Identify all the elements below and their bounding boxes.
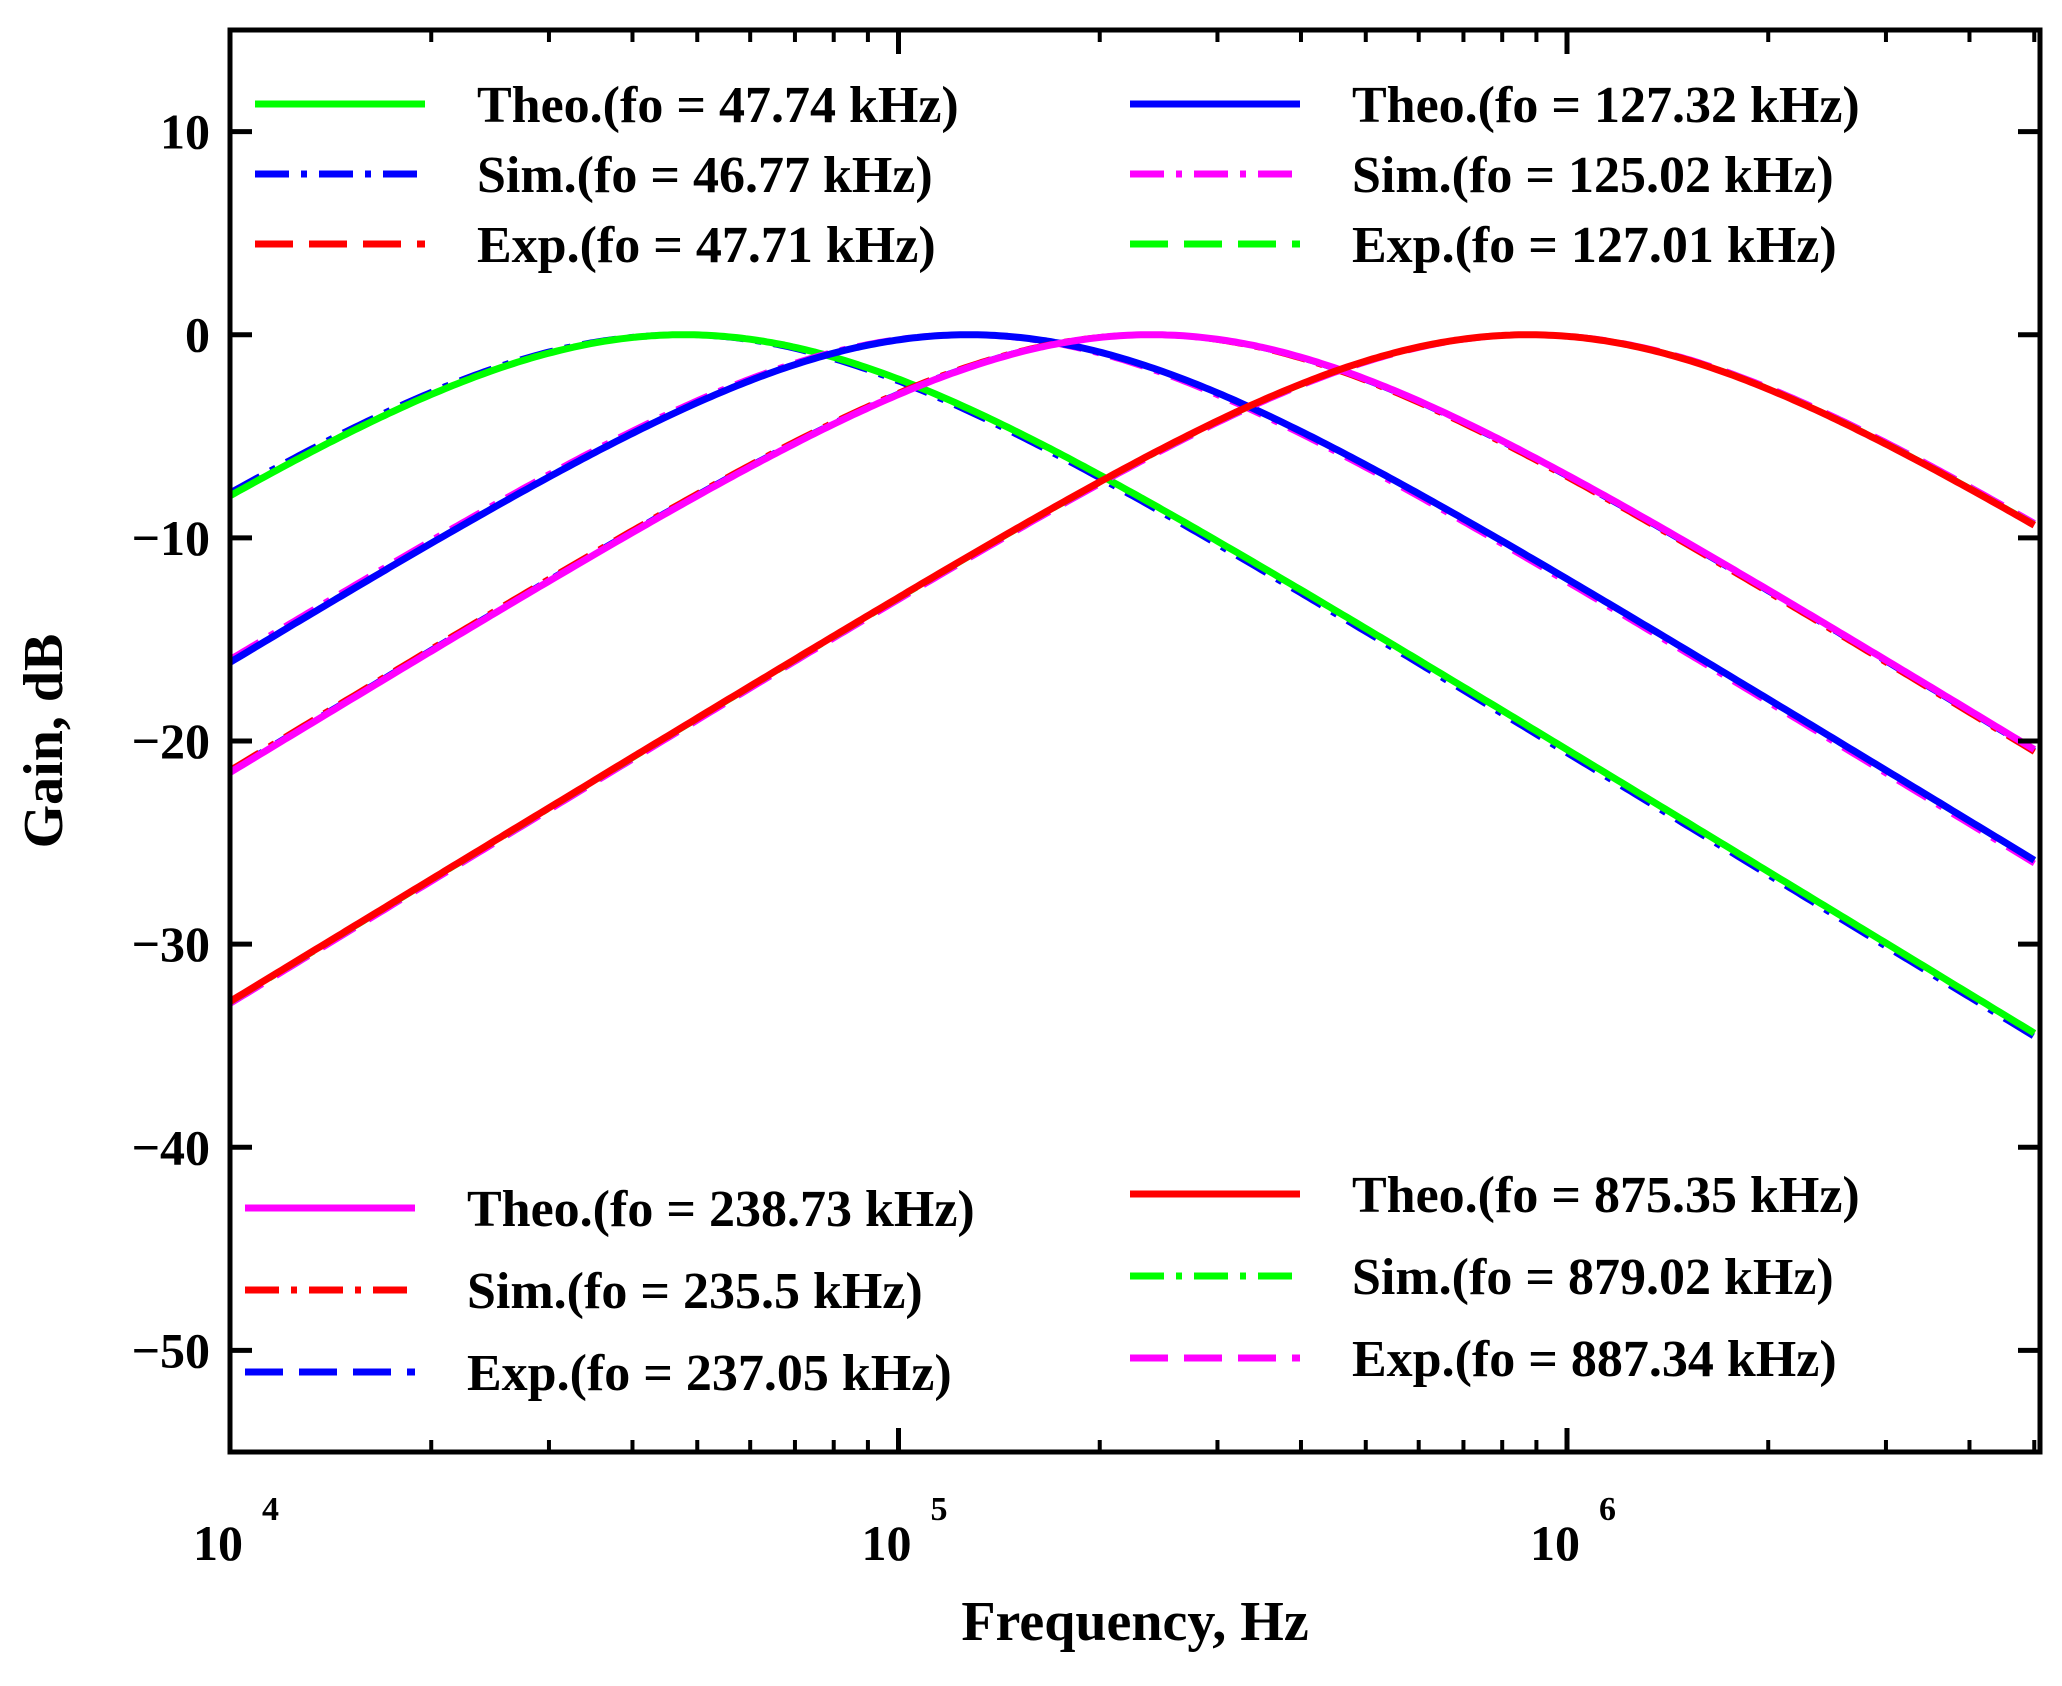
- series-line-5: [230, 331, 2036, 864]
- series-line-3: [230, 331, 2037, 864]
- legend-label-3-0: Theo.(fo = 875.35 kHz): [1352, 1167, 1860, 1224]
- y-tick-label-1: 0: [185, 307, 210, 363]
- series-line-6: [230, 331, 2037, 776]
- series-line-11: [230, 331, 2036, 1007]
- legend-label-0-1: Sim.(fo = 46.77 kHz): [477, 147, 933, 204]
- x-tick-exponent-1: 5: [931, 1491, 948, 1528]
- y-tick-label-0: 10: [160, 104, 210, 160]
- tick-layer: 10 0 −10 −20 −30 −40 −50 10 4 10 5 10 6: [132, 30, 2040, 1571]
- legend-layer: Theo.(fo = 47.74 kHz) Sim.(fo = 46.77 kHz…: [245, 77, 1860, 1402]
- legend-label-1-1: Sim.(fo = 125.02 kHz): [1352, 147, 1834, 204]
- legend-label-1-0: Theo.(fo = 127.32 kHz): [1352, 77, 1860, 134]
- series-line-7: [230, 331, 2036, 773]
- series-line-1: [230, 331, 2036, 1040]
- y-axis-title: Gain, dB: [13, 634, 75, 849]
- series-line-10: [230, 331, 2036, 1005]
- curve-layer: [230, 331, 2037, 1040]
- legend-label-3-2: Exp.(fo = 887.34 kHz): [1352, 1331, 1837, 1388]
- x-tick-exponent-0: 4: [262, 1491, 279, 1528]
- series-line-9: [230, 331, 2037, 1005]
- y-tick-label-5: −40: [132, 1119, 211, 1175]
- legend-label-2-2: Exp.(fo = 237.05 kHz): [467, 1345, 952, 1402]
- legend-label-3-1: Sim.(fo = 879.02 kHz): [1352, 1249, 1834, 1306]
- series-line-8: [230, 331, 2036, 774]
- x-axis-title: Frequency, Hz: [961, 1591, 1308, 1653]
- legend-label-0-2: Exp.(fo = 47.71 kHz): [477, 217, 936, 274]
- x-tick-exponent-2: 6: [1599, 1491, 1616, 1528]
- y-tick-label-6: −50: [132, 1322, 211, 1378]
- y-tick-label-3: −20: [132, 713, 211, 769]
- legend-label-1-2: Exp.(fo = 127.01 kHz): [1352, 217, 1837, 274]
- series-line-2: [230, 331, 2036, 1036]
- legend-label-0-0: Theo.(fo = 47.74 kHz): [477, 77, 959, 134]
- x-tick-label-2: 10: [1530, 1515, 1580, 1571]
- y-tick-label-2: −10: [132, 510, 211, 566]
- y-tick-label-4: −30: [132, 916, 211, 972]
- legend-label-2-1: Sim.(fo = 235.5 kHz): [467, 1263, 923, 1320]
- x-tick-label-1: 10: [862, 1515, 912, 1571]
- plot-frame: [227, 27, 2043, 1455]
- series-line-0: [230, 331, 2037, 1037]
- series-line-4: [230, 331, 2036, 866]
- x-tick-label-0: 10: [193, 1515, 243, 1571]
- legend-label-2-0: Theo.(fo = 238.73 kHz): [467, 1181, 975, 1238]
